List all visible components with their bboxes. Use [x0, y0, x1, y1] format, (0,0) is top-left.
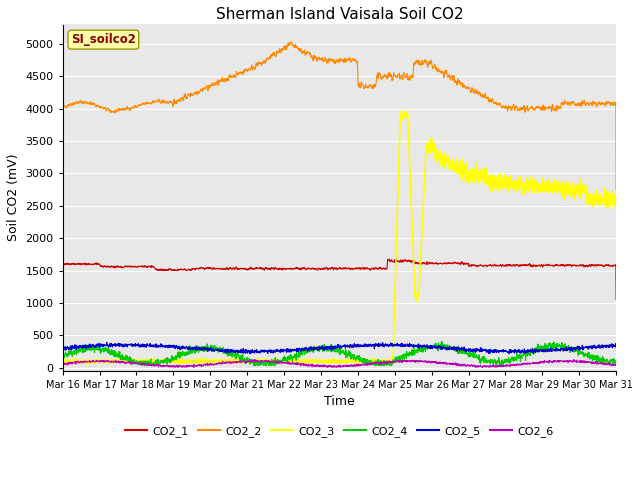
Title: Sherman Island Vaisala Soil CO2: Sherman Island Vaisala Soil CO2	[216, 7, 463, 22]
Legend: CO2_1, CO2_2, CO2_3, CO2_4, CO2_5, CO2_6: CO2_1, CO2_2, CO2_3, CO2_4, CO2_5, CO2_6	[120, 421, 558, 441]
Y-axis label: Soil CO2 (mV): Soil CO2 (mV)	[7, 154, 20, 241]
Text: SI_soilco2: SI_soilco2	[71, 33, 136, 46]
X-axis label: Time: Time	[324, 396, 355, 408]
